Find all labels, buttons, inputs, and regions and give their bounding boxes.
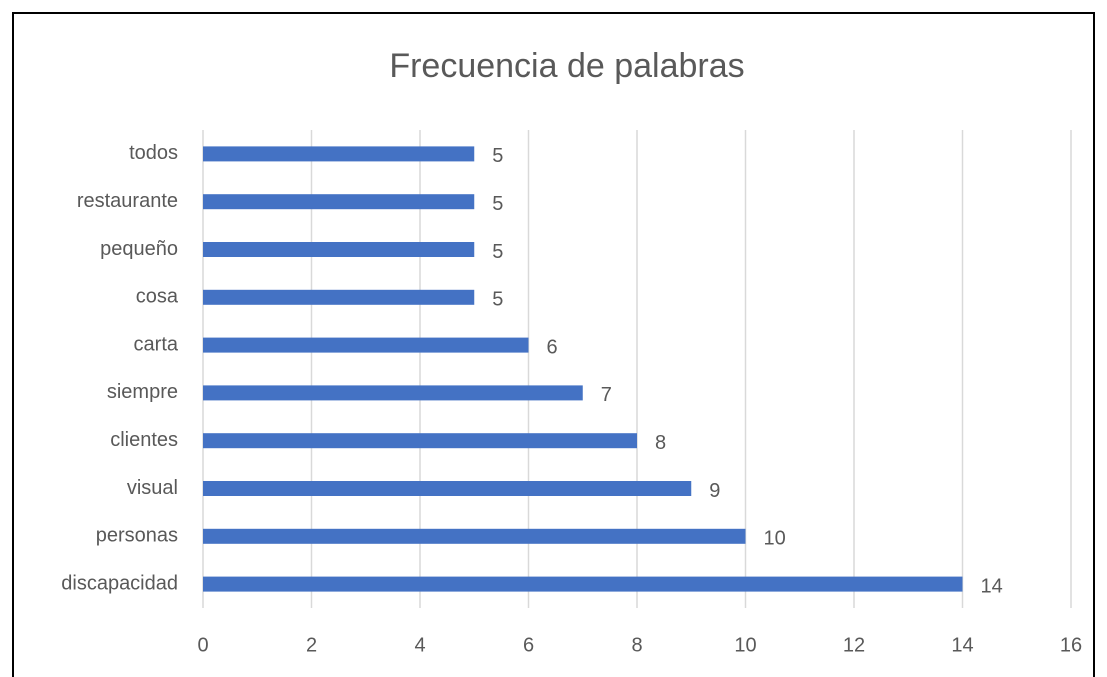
x-tick-label: 4	[414, 634, 425, 656]
data-label: 5	[492, 241, 503, 263]
data-label: 5	[492, 289, 503, 311]
x-tick-label: 6	[523, 634, 534, 656]
x-tick-label: 14	[951, 634, 973, 656]
y-tick-label: discapacidad	[61, 572, 178, 594]
data-label: 5	[492, 145, 503, 167]
bar	[203, 242, 475, 257]
y-tick-label: restaurante	[77, 190, 178, 212]
y-tick-label: clientes	[110, 429, 178, 451]
x-tick-label: 12	[843, 634, 865, 656]
x-tick-label: 8	[631, 634, 642, 656]
data-label: 14	[981, 575, 1003, 597]
bar	[203, 576, 963, 592]
x-tick-label: 2	[306, 634, 317, 656]
chart-title: Frecuencia de palabras	[389, 47, 744, 85]
bar	[203, 481, 692, 496]
y-tick-label: visual	[127, 477, 178, 499]
bar	[203, 146, 475, 162]
bar	[203, 385, 583, 401]
data-label: 9	[709, 480, 720, 502]
data-label: 6	[547, 336, 558, 358]
data-label: 7	[601, 384, 612, 406]
x-tick-label: 16	[1060, 634, 1082, 656]
y-tick-label: todos	[129, 142, 178, 164]
y-tick-label: siempre	[107, 381, 178, 403]
data-label: 10	[764, 528, 786, 550]
chart-frame	[12, 12, 1095, 677]
bar	[203, 337, 529, 353]
data-label: 8	[655, 432, 666, 454]
bar	[203, 194, 475, 210]
x-tick-label: 0	[197, 634, 208, 656]
y-tick-label: cosa	[136, 286, 179, 308]
bar	[203, 433, 637, 449]
y-tick-label: carta	[134, 333, 179, 355]
y-tick-label: personas	[96, 525, 178, 547]
bar	[203, 289, 475, 305]
bar	[203, 528, 746, 544]
data-label: 5	[492, 193, 503, 215]
y-tick-label: pequeño	[100, 238, 178, 260]
x-tick-label: 10	[734, 634, 756, 656]
